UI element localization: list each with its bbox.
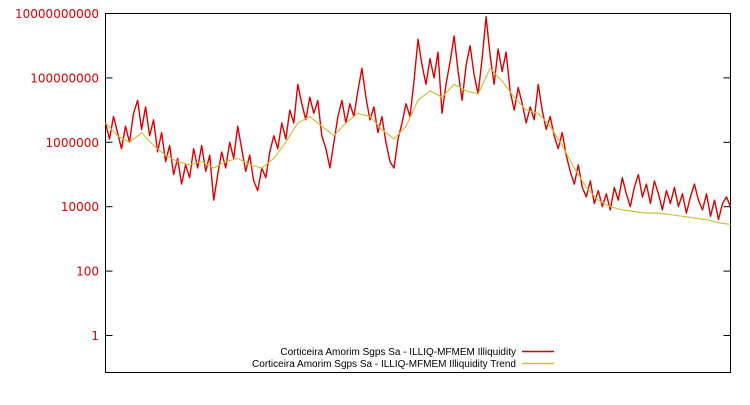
plot-area-border — [105, 13, 731, 373]
y-tick-label: 1000000 — [46, 136, 99, 150]
y-tick-label: 1 — [91, 329, 99, 343]
y-tick-label: 10000000000 — [15, 7, 99, 21]
series-line-0 — [104, 16, 732, 221]
y-axis: 1 100 10000 1000000 100000000 10000000000 — [15, 7, 731, 343]
legend-background — [112, 344, 560, 371]
legend-label-illiquidity: Corticeira Amorim Sgps Sa - ILLIQ-MFMEM … — [280, 347, 516, 358]
legend: Corticeira Amorim Sgps Sa - ILLIQ-MFMEM … — [112, 344, 560, 371]
legend-label-trend: Corticeira Amorim Sgps Sa - ILLIQ-MFMEM … — [252, 359, 516, 370]
series-line-1 — [105, 67, 731, 225]
y-tick-label: 100 — [76, 265, 99, 279]
y-tick-label: 100000000 — [30, 71, 99, 85]
y-tick-label: 10000 — [61, 200, 99, 214]
series-lines — [104, 16, 732, 225]
